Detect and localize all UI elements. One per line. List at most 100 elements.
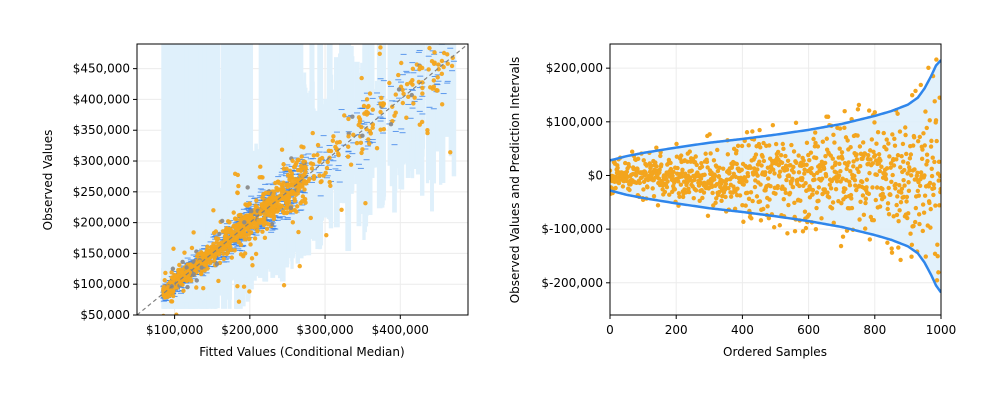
right-observed-point	[861, 212, 867, 218]
right-observed-point	[892, 143, 898, 148]
left-observed-point	[374, 145, 380, 151]
left-observed-point	[221, 251, 226, 256]
left-observed-point	[358, 140, 364, 146]
left-observed-point	[194, 285, 199, 290]
right-observed-point	[812, 177, 817, 182]
left-observed-point	[260, 175, 265, 180]
right-observed-point	[803, 225, 809, 231]
right-observed-point	[869, 137, 875, 142]
left-observed-point	[189, 245, 195, 251]
left-observed-point	[367, 91, 373, 96]
right-observed-point	[679, 174, 685, 179]
left-observed-point	[291, 164, 297, 170]
right-observed-point	[675, 165, 680, 171]
right-observed-point	[810, 187, 816, 193]
left-observed-point	[281, 166, 287, 171]
right-observed-point	[845, 138, 850, 143]
left-observed-point	[273, 180, 278, 186]
right-observed-point	[924, 162, 929, 167]
right-observed-point	[842, 108, 847, 114]
right-observed-point	[907, 168, 912, 173]
right-observed-point	[773, 191, 778, 196]
right-observed-point	[777, 223, 783, 228]
right-observed-point	[800, 175, 805, 181]
left-interval-bar	[431, 44, 436, 184]
left-observed-point	[308, 161, 314, 166]
right-observed-point	[884, 147, 889, 152]
right-observed-point	[720, 178, 726, 184]
right-observed-point	[913, 88, 918, 94]
left-observed-point	[327, 179, 332, 185]
left-observed-point	[380, 103, 386, 108]
right-observed-point	[907, 156, 913, 161]
right-observed-point	[620, 184, 626, 189]
right-observed-point	[921, 210, 927, 215]
right-observed-point	[655, 203, 661, 208]
right-observed-point	[819, 216, 824, 221]
right-observed-point	[920, 228, 925, 234]
right-observed-point	[771, 225, 777, 230]
left-observed-point	[171, 246, 176, 251]
left-observed-point	[182, 250, 187, 255]
right-observed-point	[822, 187, 828, 192]
right-observed-point	[693, 188, 699, 193]
right-observed-point	[897, 182, 902, 188]
right-observed-point	[770, 122, 776, 128]
right-observed-point	[714, 196, 719, 201]
right-x-tick-label: 600	[797, 323, 820, 337]
right-observed-point	[891, 214, 896, 219]
right-observed-point	[867, 237, 873, 242]
right-observed-point	[910, 143, 916, 148]
right-observed-point	[891, 163, 897, 168]
right-observed-point	[822, 160, 828, 166]
right-observed-point	[676, 191, 682, 196]
right-observed-point	[645, 185, 650, 190]
left-observed-point	[269, 221, 275, 227]
left-observed-point	[406, 94, 411, 100]
left-interval-bar	[389, 47, 396, 137]
left-observed-point	[249, 208, 254, 214]
left-observed-point	[310, 130, 315, 136]
left-observed-point	[324, 232, 329, 238]
left-observed-point	[180, 259, 185, 265]
right-observed-point	[831, 132, 836, 138]
left-observed-point	[328, 148, 334, 154]
left-observed-point	[439, 58, 445, 64]
left-observed-point	[404, 81, 410, 87]
left-interval-bar	[362, 47, 367, 191]
left-observed-point	[342, 113, 347, 118]
left-observed-point	[399, 60, 404, 66]
left-observed-point	[201, 286, 206, 291]
right-observed-point	[796, 153, 801, 158]
left-observed-point	[359, 150, 364, 156]
right-observed-point	[780, 141, 785, 147]
right-observed-point	[896, 218, 901, 224]
right-observed-point	[720, 193, 725, 199]
left-observed-point	[181, 288, 186, 294]
right-observed-point	[641, 158, 646, 163]
left-observed-point	[434, 87, 439, 93]
right-observed-point	[809, 165, 814, 171]
right-observed-point	[828, 186, 834, 191]
right-observed-point	[754, 194, 760, 199]
left-interval-bar	[412, 44, 418, 170]
right-observed-point	[922, 193, 928, 198]
left-observed-point	[379, 95, 384, 101]
right-observed-point	[926, 184, 931, 189]
left-observed-point	[191, 259, 196, 265]
right-observed-point	[888, 165, 893, 170]
right-observed-point	[641, 187, 646, 192]
left-interval-bar	[381, 50, 385, 142]
left-x-tick-label: $300,000	[296, 323, 353, 337]
right-observed-point	[932, 99, 937, 104]
right-observed-point	[935, 242, 940, 247]
left-observed-point	[269, 213, 275, 218]
left-observed-point	[339, 207, 344, 212]
right-observed-point	[820, 139, 826, 144]
right-observed-points	[610, 57, 941, 283]
right-observed-point	[802, 167, 807, 172]
left-observed-point	[194, 278, 199, 283]
right-observed-point	[897, 208, 902, 213]
right-observed-point	[697, 198, 702, 203]
left-observed-point	[378, 127, 383, 132]
